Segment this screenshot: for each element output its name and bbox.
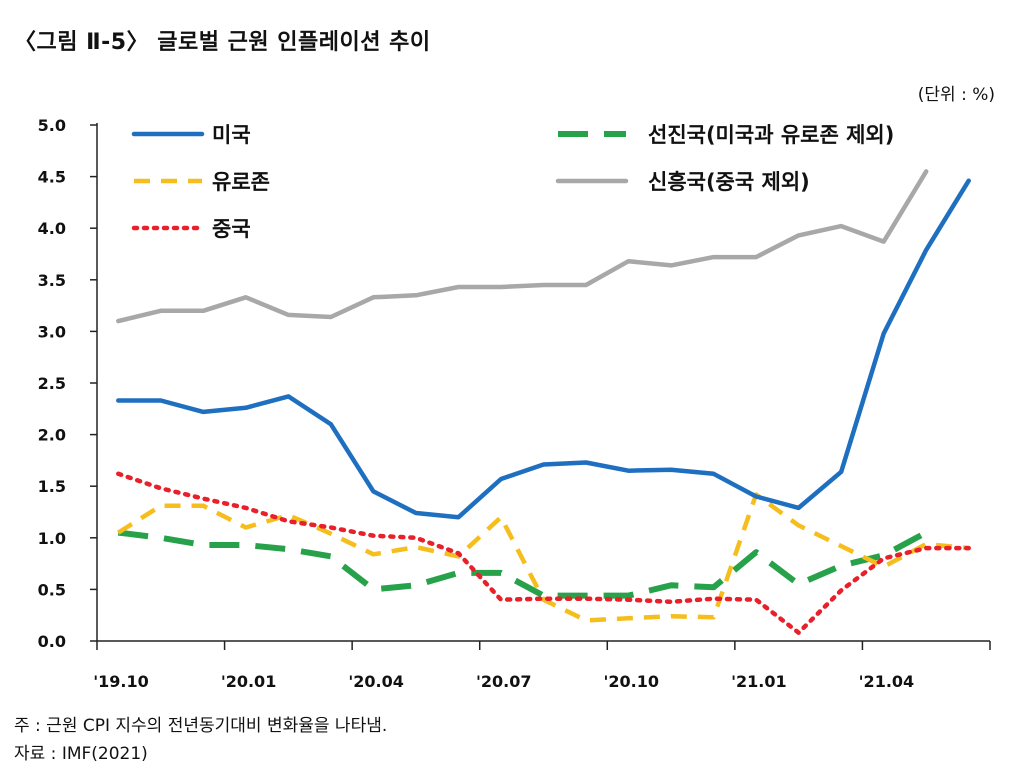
series-line-1 bbox=[117, 492, 969, 623]
series-line-3 bbox=[117, 529, 928, 599]
unit-label: (단위 : %) bbox=[917, 85, 995, 105]
x-tick-label: '21.04 bbox=[859, 672, 915, 691]
y-tick-label: 4.0 bbox=[38, 219, 66, 238]
y-tick-label: 5.0 bbox=[38, 116, 66, 135]
x-tick-label: '20.07 bbox=[476, 672, 532, 691]
y-tick-label: 0.0 bbox=[38, 632, 66, 651]
y-tick-label: 1.5 bbox=[38, 477, 66, 496]
x-tick-label: '20.10 bbox=[604, 672, 660, 691]
legend-label-2: 중국 bbox=[212, 217, 251, 241]
x-tick-label: '20.01 bbox=[221, 672, 277, 691]
y-tick-label: 3.0 bbox=[38, 322, 66, 341]
series-line-4 bbox=[116, 169, 929, 324]
series-line-2 bbox=[116, 471, 971, 635]
footnote: 주 : 근원 CPI 지수의 전년동기대비 변화율을 나타냄. bbox=[14, 716, 388, 736]
series-line-0 bbox=[116, 178, 971, 520]
x-tick-label: '19.10 bbox=[93, 672, 149, 691]
legend-label-1: 유로존 bbox=[212, 170, 270, 194]
legend-label-0: 미국 bbox=[212, 123, 251, 147]
y-tick-label: 2.5 bbox=[38, 374, 66, 393]
y-tick-label: 3.5 bbox=[38, 271, 66, 290]
legend-label-4: 신흥국(중국 제외) bbox=[648, 170, 810, 194]
source-note: 자료 : IMF(2021) bbox=[14, 744, 148, 764]
legend-label-3: 선진국(미국과 유로존 제외) bbox=[648, 123, 894, 147]
y-tick-label: 0.5 bbox=[38, 580, 66, 599]
y-tick-label: 2.0 bbox=[38, 426, 66, 445]
chart-title: 〈그림 Ⅱ-5〉 글로벌 근원 인플레이션 추이 bbox=[14, 30, 431, 55]
x-tick-label: '20.04 bbox=[348, 672, 404, 691]
y-tick-label: 4.5 bbox=[38, 168, 66, 187]
y-tick-label: 1.0 bbox=[38, 529, 66, 548]
x-tick-label: '21.01 bbox=[731, 672, 787, 691]
